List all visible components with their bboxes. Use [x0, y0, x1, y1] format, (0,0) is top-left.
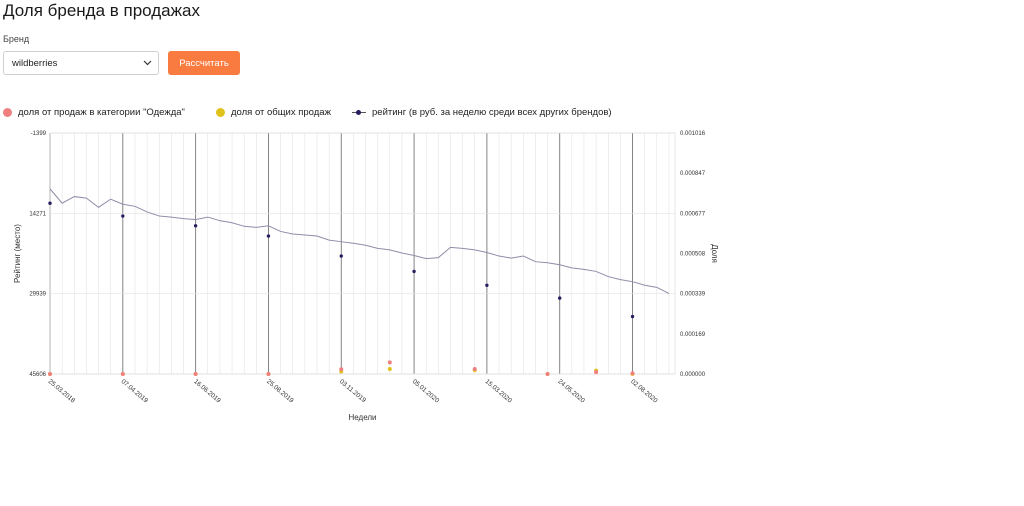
rating-point — [630, 314, 635, 319]
rating-point — [48, 201, 52, 205]
rating-point — [121, 214, 125, 218]
category-share-point — [193, 372, 198, 376]
legend-label-total-share: доля от общих продаж — [231, 106, 331, 118]
brand-select[interactable]: wildberries — [3, 51, 159, 75]
x-tick-label: 03.11.2019 — [338, 378, 367, 404]
legend-dot-total-icon — [216, 107, 225, 117]
category-share-point — [266, 372, 271, 376]
chart-legend: доля от продаж в категории "Одежда" доля… — [0, 104, 700, 120]
series-layer — [48, 188, 670, 376]
y-right-tick-label: 0.001016 — [680, 131, 706, 137]
category-share-point — [48, 372, 52, 376]
rating-point — [339, 254, 343, 258]
y-left-tick-label: 29939 — [29, 292, 46, 298]
legend-line-rating-icon — [352, 108, 366, 117]
x-tick-label: 05.01.2020 — [411, 378, 441, 405]
x-tick-label: 24.05.2020 — [556, 378, 586, 405]
category-share-point — [594, 370, 599, 375]
x-tick-label: 25.03.2018 — [47, 378, 77, 405]
x-tick-label: 25.08.2019 — [265, 378, 295, 405]
rating-share-chart: -1399 14271 29939 45606 0.000000 0.000169 0.00… — [13, 131, 719, 422]
x-tick-label: 16.06.2019 — [192, 378, 222, 405]
category-share-point — [545, 372, 550, 376]
page-title: Доля бренда в продажах — [3, 1, 200, 20]
y-left-tick-label: -1399 — [31, 131, 47, 137]
legend-item-rating[interactable]: рейтинг (в руб. за неделю среди всех дру… — [352, 104, 612, 120]
axes-layer: -1399 14271 29939 45606 0.000000 0.000169 0.00… — [13, 131, 719, 422]
legend-item-total-share[interactable]: доля от общих продаж — [216, 104, 331, 120]
y-right-tick-label: 0.000508 — [680, 252, 706, 258]
legend-label-rating: рейтинг (в руб. за неделю среди всех дру… — [372, 106, 612, 118]
y-right-tick-label: 0.000000 — [680, 372, 706, 378]
rating-point — [266, 234, 271, 238]
rating-point — [193, 224, 198, 228]
y-right-tick-label: 0.000847 — [680, 171, 706, 177]
x-tick-label: 07.04.2019 — [120, 378, 150, 405]
y-right-tick-label: 0.000677 — [680, 211, 706, 217]
calculate-button[interactable]: Рассчитать — [168, 51, 240, 75]
y-right-tick-label: 0.000169 — [680, 332, 706, 338]
category-share-point — [120, 372, 125, 376]
plot-border — [49, 132, 676, 375]
rating-series-line — [49, 188, 670, 294]
x-tick-label: 15.03.2020 — [484, 378, 514, 405]
brand-select-value: wildberries — [12, 58, 58, 69]
rating-point — [412, 269, 416, 274]
y-left-tick-label: 45606 — [29, 372, 46, 378]
y-right-axis-title: Доля — [710, 244, 719, 263]
x-tick-label: 02.08.2020 — [629, 378, 659, 405]
total-share-point — [387, 367, 392, 372]
rating-point — [558, 296, 562, 300]
category-share-point — [339, 367, 344, 372]
x-axis-title: Недели — [348, 413, 376, 422]
rating-point — [485, 283, 489, 287]
grid-layer — [49, 132, 676, 375]
legend-label-category-share: доля от продаж в категории "Одежда" — [18, 106, 185, 118]
chevron-down-icon — [143, 60, 152, 66]
category-share-point — [472, 366, 477, 371]
y-left-tick-label: 14271 — [29, 211, 46, 217]
y-right-tick-label: 0.000339 — [680, 292, 706, 298]
brand-label: Бренд — [3, 34, 30, 44]
y-left-axis-title: Рейтинг (место) — [13, 224, 22, 283]
legend-dot-category-icon — [3, 107, 12, 117]
legend-item-category-share[interactable]: доля от продаж в категории "Одежда" — [3, 104, 185, 120]
category-share-point — [387, 360, 392, 365]
category-share-point — [630, 371, 635, 376]
